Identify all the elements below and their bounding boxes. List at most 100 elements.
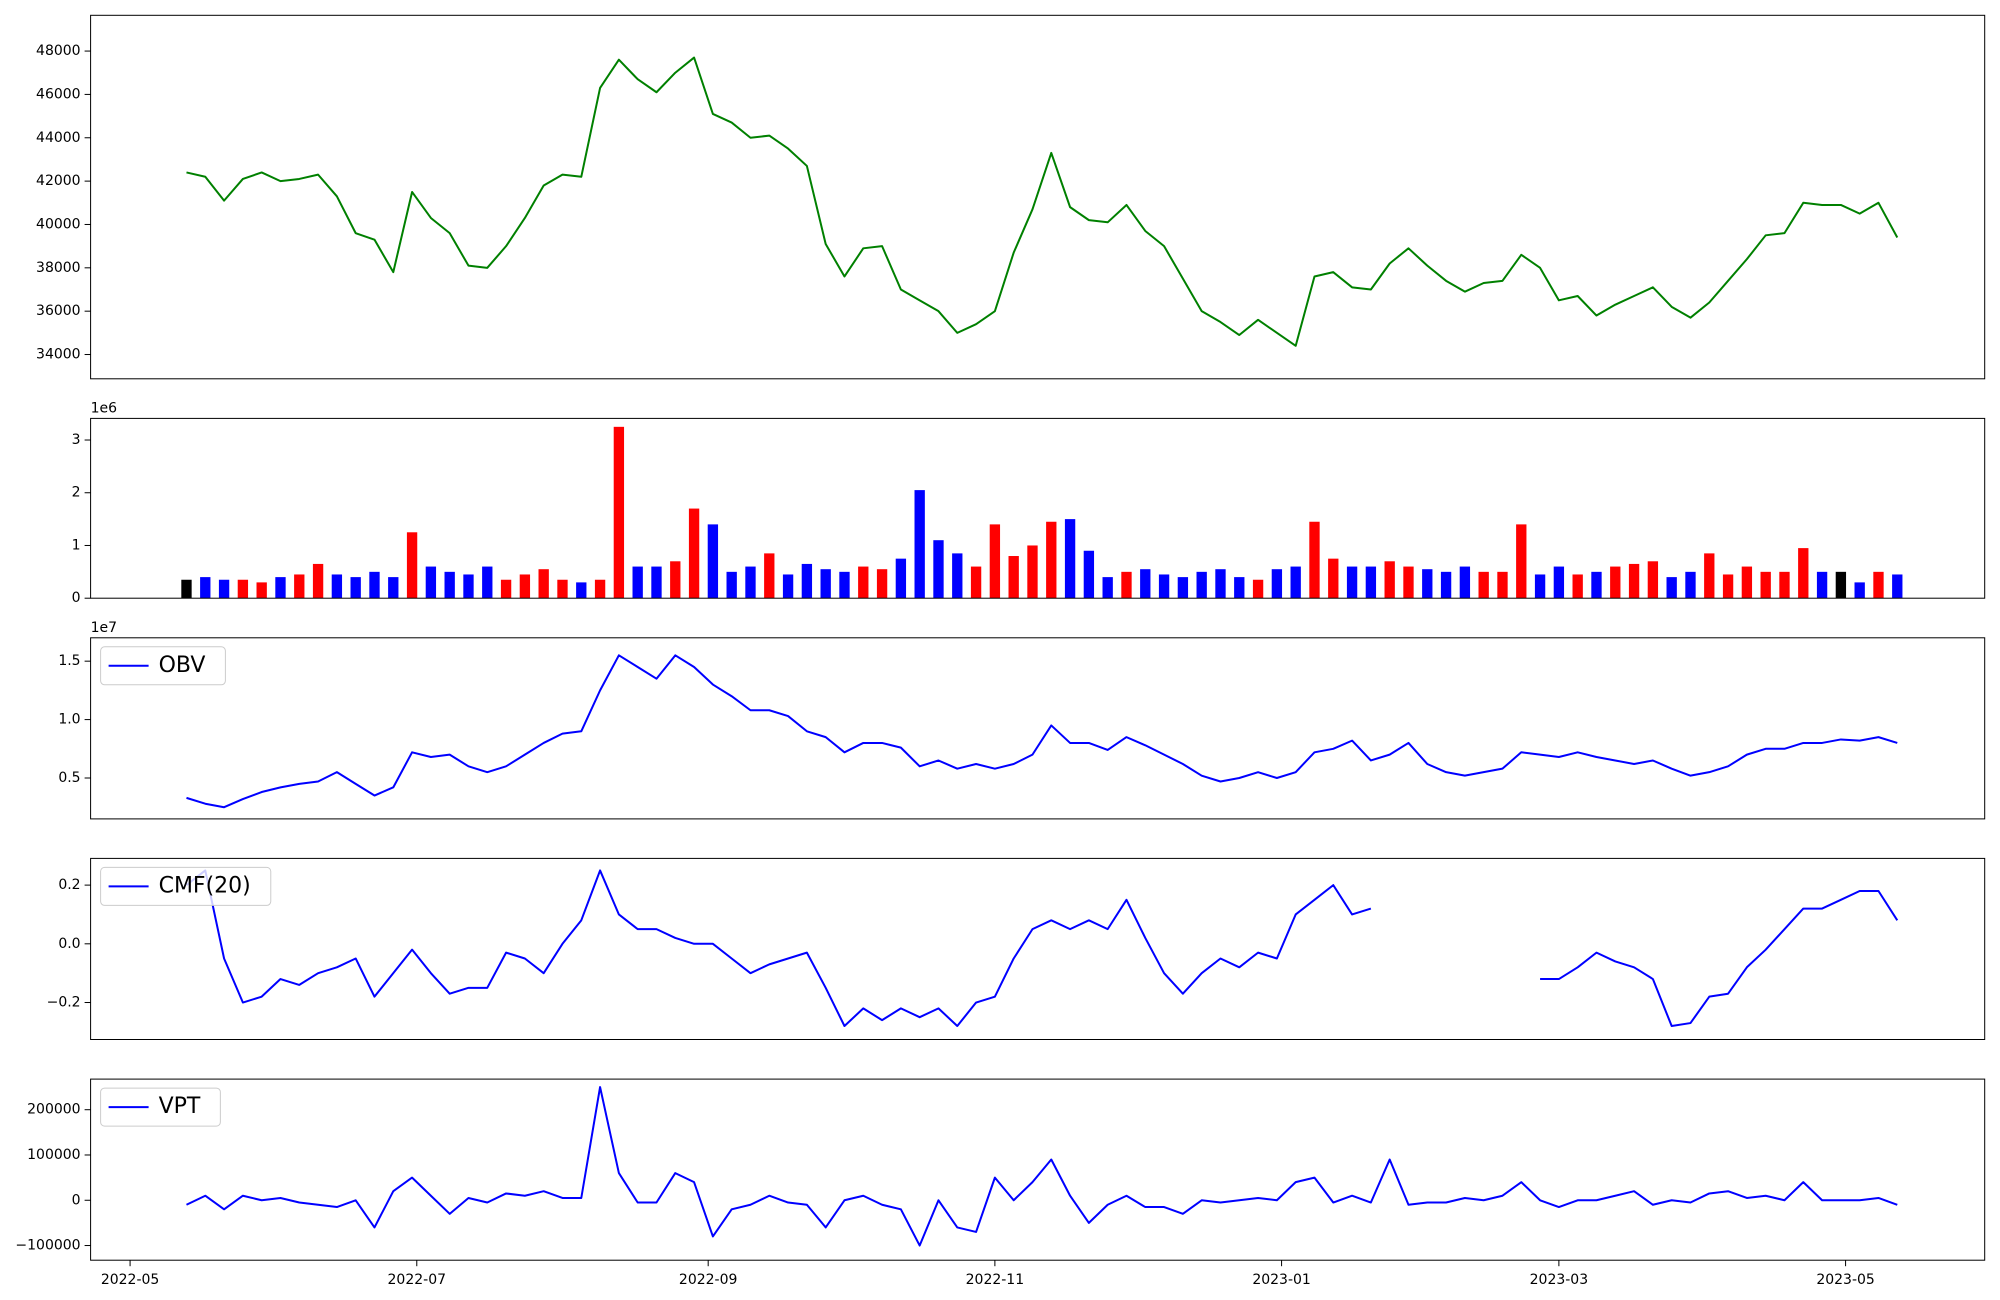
- bar: [895, 558, 907, 599]
- legend-label: OBV: [159, 653, 206, 678]
- line-series: [186, 56, 1899, 347]
- bar: [1704, 553, 1715, 599]
- y-tick-label: 36000: [36, 303, 81, 319]
- legend-box: [100, 866, 272, 906]
- bar: [1892, 574, 1903, 599]
- bar: [1234, 577, 1245, 599]
- bar: [1647, 561, 1659, 599]
- legend: CMF(20): [100, 866, 272, 906]
- bar: [670, 561, 681, 599]
- bar: [858, 566, 869, 599]
- legend-label: VPT: [159, 1094, 201, 1119]
- x-tick-label: 2022-09: [679, 1272, 738, 1288]
- y-tick-label: 2: [72, 485, 81, 501]
- y-tick-label: 100000: [27, 1147, 80, 1163]
- x-tick-label: 2022-05: [101, 1272, 160, 1288]
- bar: [1365, 566, 1377, 599]
- y-tick-label: 1.5: [58, 653, 80, 669]
- bar: [1140, 569, 1151, 599]
- bar: [1215, 569, 1226, 599]
- bar: [1328, 558, 1339, 599]
- bar: [218, 579, 230, 599]
- bar: [1008, 556, 1019, 599]
- bar: [933, 540, 944, 599]
- panel: −0.2 0.0 0.2 CMF(20): [47, 857, 1986, 1041]
- bar: [1685, 571, 1696, 599]
- bar: [1760, 571, 1771, 599]
- bar: [1553, 566, 1565, 599]
- x-tick-label: 2022-11: [966, 1272, 1025, 1288]
- bar: [1497, 571, 1508, 599]
- bar: [1572, 574, 1583, 599]
- y-tick-label: 46000: [36, 86, 81, 102]
- x-tick-label: 2022-07: [388, 1272, 447, 1288]
- bar: [1591, 571, 1602, 599]
- x-tick-label: 2023-03: [1530, 1272, 1589, 1288]
- bar: [970, 566, 982, 599]
- y-tick-label: 0.2: [58, 877, 80, 893]
- y-tick-label: 1.0: [58, 712, 80, 728]
- bar: [688, 508, 700, 599]
- bar: [1798, 548, 1809, 599]
- bar: [1478, 571, 1489, 599]
- line-series: [186, 654, 1898, 809]
- y-tick-label: 48000: [36, 43, 81, 59]
- bar: [275, 577, 286, 599]
- bar: [444, 571, 455, 599]
- axes-frame: [90, 637, 1986, 820]
- bar: [1158, 574, 1170, 599]
- axes-frame: [90, 417, 1986, 599]
- bar: [1835, 571, 1847, 599]
- y-tick-label: 0.0: [58, 936, 80, 952]
- x-tick-label: 2023-05: [1816, 1272, 1875, 1288]
- bar: [1459, 566, 1471, 599]
- y-tick-label: 0.5: [58, 770, 80, 786]
- bar: [1440, 571, 1452, 599]
- bar: [764, 553, 775, 599]
- panel: 0.5 1.0 1.5 1e7 OBV: [58, 620, 1986, 820]
- bar: [388, 577, 399, 599]
- y-tick-label: 44000: [36, 130, 81, 146]
- line-series: [186, 1086, 1898, 1247]
- bar: [1346, 566, 1358, 599]
- panel: 0 1 2 3 1e6: [72, 400, 1986, 606]
- bar: [350, 577, 361, 599]
- bar: [200, 577, 211, 599]
- axes-frame: [90, 1078, 1986, 1261]
- bar: [294, 574, 305, 599]
- axes-frame: [90, 857, 1986, 1041]
- bar: [782, 574, 794, 599]
- bar: [1722, 574, 1734, 599]
- bar: [820, 569, 831, 599]
- bar: [801, 563, 813, 599]
- axes-frame: [90, 14, 1986, 380]
- bar: [745, 566, 756, 599]
- bar: [914, 490, 925, 599]
- bar: [952, 553, 963, 599]
- bar: [369, 571, 380, 599]
- bar: [463, 574, 474, 599]
- bar: [651, 566, 662, 599]
- bar: [1816, 571, 1828, 599]
- y-tick-label: 3: [72, 432, 81, 448]
- bar: [576, 582, 587, 599]
- bar: [1290, 566, 1301, 599]
- bar: [256, 582, 267, 599]
- bar: [1403, 566, 1414, 599]
- y-tick-label: 40000: [36, 216, 81, 232]
- y-tick-label: 0: [72, 590, 81, 606]
- bar: [425, 566, 437, 599]
- bar: [519, 574, 531, 599]
- bar: [1779, 571, 1790, 599]
- bar: [1046, 521, 1057, 599]
- bar: [557, 579, 568, 599]
- bar: [1309, 521, 1320, 599]
- bar: [613, 426, 625, 599]
- bar: [594, 579, 606, 599]
- y-tick-label: 34000: [36, 347, 81, 363]
- bar: [726, 571, 737, 599]
- bar: [1384, 561, 1395, 599]
- bar: [1422, 569, 1433, 599]
- bar: [1873, 571, 1884, 599]
